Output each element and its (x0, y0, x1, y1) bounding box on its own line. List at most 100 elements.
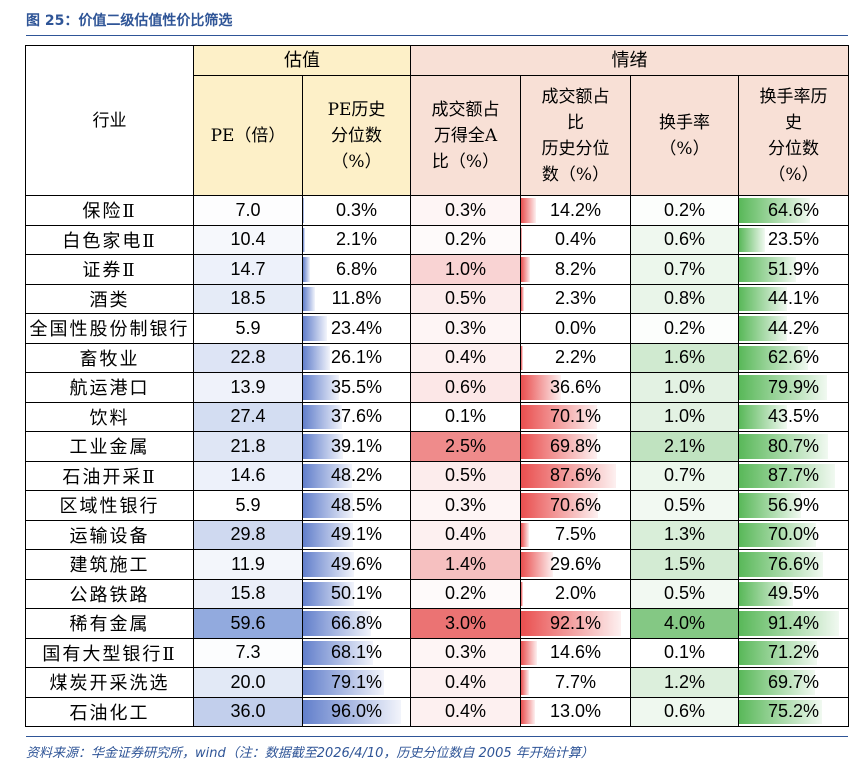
value-cell: 0.3% (410, 490, 521, 521)
data-bar (739, 404, 787, 429)
industry-cell: 酒类 (25, 283, 194, 314)
value-cell: 37.6% (302, 401, 411, 432)
data-bar (303, 699, 402, 724)
data-bar (303, 227, 306, 252)
table: 行业 估值 情绪 PE（倍） PE历史 分位数 （%） 成交额占 万得全A 比（%）… (25, 45, 849, 727)
cell-text: 2.1% (335, 229, 378, 250)
cell-text: 0.7% (663, 465, 706, 486)
value-cell: 71.2% (738, 637, 849, 668)
value-cell: 0.3% (302, 195, 411, 226)
value-cell: 0.1% (630, 637, 739, 668)
cell-text: 14.6% (549, 642, 602, 663)
value-cell: 39.1% (302, 431, 411, 462)
cell-text: 畜牧业 (79, 348, 140, 370)
value-cell: 87.7% (738, 460, 849, 491)
value-cell: 14.6 (193, 460, 303, 491)
value-cell: 3.0% (410, 608, 521, 639)
table-row: 全国性股份制银行 5.9 23.4% 0.3% 0.0% 0.2% 44.2% (25, 313, 849, 344)
value-cell: 7.0 (193, 195, 303, 226)
title-rule (26, 35, 848, 36)
cell-text: 0.7% (663, 258, 706, 279)
value-cell: 48.5% (302, 490, 411, 521)
cell-text: 航运港口 (69, 378, 150, 400)
data-bar (739, 198, 810, 223)
value-cell: 0.2% (410, 578, 521, 609)
table-row: 石油开采Ⅱ 14.6 48.2% 0.5% 87.6% 0.7% 87.7% (25, 460, 849, 491)
industry-cell: 饮料 (25, 401, 194, 432)
cell-text: 建筑施工 (69, 555, 150, 577)
value-cell: 0.2% (630, 313, 739, 344)
value-cell: 36.0 (193, 696, 303, 727)
cell-text: 0.1% (663, 642, 706, 663)
value-cell: 91.4% (738, 608, 849, 639)
cell-text: 0.2% (444, 229, 487, 250)
cell-text: 0.4% (444, 347, 487, 368)
data-bar (521, 345, 524, 370)
data-bar (521, 611, 622, 636)
data-bar (303, 581, 355, 606)
value-cell: 14.7 (193, 254, 303, 285)
value-cell: 44.1% (738, 283, 849, 314)
data-bar (739, 375, 827, 400)
cell-text: 1.0% (444, 258, 487, 279)
cell-text: 6.8% (335, 258, 378, 279)
data-bar (521, 581, 524, 606)
cell-text: 68.1% (330, 642, 383, 663)
value-cell: 0.3% (410, 195, 521, 226)
cell-text: 0.6% (663, 701, 706, 722)
cell-text: 13.9 (230, 376, 266, 397)
industry-cell: 工业金属 (25, 431, 194, 462)
data-bar (303, 434, 344, 459)
table-row: 国有大型银行Ⅱ 7.3 68.1% 0.3% 14.6% 0.1% 71.2% (25, 637, 849, 668)
value-cell: 20.0 (193, 667, 303, 698)
data-bar (739, 581, 794, 606)
cell-text: 76.6% (767, 553, 820, 574)
cell-text: 1.4% (444, 553, 487, 574)
cell-text: 0.6% (663, 229, 706, 250)
value-cell: 64.6% (738, 195, 849, 226)
value-cell: 6.8% (302, 254, 411, 285)
data-bar (303, 316, 327, 341)
cell-text: 5.9 (235, 317, 261, 338)
cell-text: 0.3% (335, 199, 378, 220)
data-bar (739, 493, 802, 518)
cell-text: 59.6 (230, 612, 266, 633)
cell-text: 0.3% (444, 494, 487, 515)
data-bar (739, 611, 840, 636)
header-cell: 情绪 (410, 45, 849, 76)
cell-text: 14.7 (230, 258, 266, 279)
value-cell: 10.4 (193, 224, 303, 255)
data-bar (303, 611, 372, 636)
header-cell: 成交额占 万得全A 比（%） (410, 75, 521, 196)
cell-text: 3.0% (444, 612, 487, 633)
value-cell: 0.7% (630, 460, 739, 491)
table-row: 航运港口 13.9 35.5% 0.6% 36.6% 1.0% 79.9% (25, 372, 849, 403)
cell-text: 48.2% (330, 465, 383, 486)
value-cell: 62.6% (738, 342, 849, 373)
cell-text: 煤炭开采洗选 (49, 673, 170, 695)
cell-text: 稀有金属 (69, 614, 150, 636)
cell-text: 1.0% (663, 406, 706, 427)
value-cell: 0.4% (520, 224, 631, 255)
value-cell: 2.3% (520, 283, 631, 314)
data-bar (303, 286, 316, 311)
value-cell: 5.9 (193, 313, 303, 344)
data-bar (303, 552, 354, 577)
value-cell: 21.8 (193, 431, 303, 462)
table-row: 石油化工 36.0 96.0% 0.4% 13.0% 0.6% 75.2% (25, 696, 849, 727)
industry-cell: 全国性股份制银行 (25, 313, 194, 344)
cell-text: 0.4% (554, 229, 597, 250)
value-cell: 70.6% (520, 490, 631, 521)
cell-text: 50.1% (330, 583, 383, 604)
data-bar (521, 522, 530, 547)
value-cell: 68.1% (302, 637, 411, 668)
value-cell: 0.5% (410, 283, 521, 314)
cell-text: 7.3 (235, 642, 261, 663)
cell-text: 0.5% (444, 288, 487, 309)
value-cell: 7.7% (520, 667, 631, 698)
value-cell: 96.0% (302, 696, 411, 727)
data-bar (521, 493, 598, 518)
data-bar (739, 434, 828, 459)
data-bar (303, 463, 353, 488)
cell-text: 13.0% (549, 701, 602, 722)
